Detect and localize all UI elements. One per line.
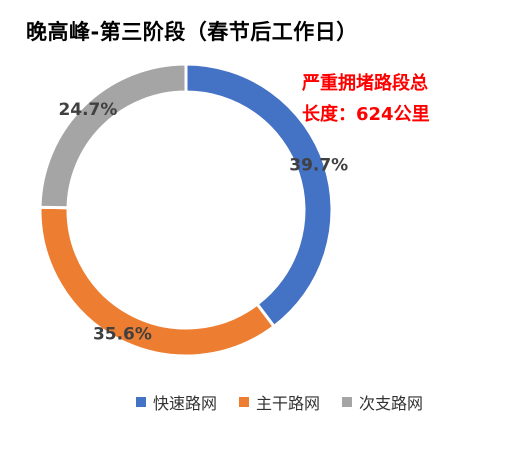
legend-swatch-expressway: [136, 397, 146, 407]
legend: 快速路网 主干路网 次支路网: [136, 390, 423, 414]
data-labels: 39.7% 35.6% 24.7%: [58, 100, 348, 345]
legend-item-arterial: 主干路网: [239, 390, 320, 414]
label-expressway: 39.7%: [289, 155, 348, 175]
label-arterial: 35.6%: [93, 325, 152, 345]
legend-item-minor: 次支路网: [342, 390, 423, 414]
annotation-line-2: 长度：624公里: [302, 104, 430, 125]
legend-label-expressway: 快速路网: [153, 394, 218, 413]
legend-label-minor: 次支路网: [359, 394, 424, 413]
slice-arterial: [38, 205, 277, 358]
donut-slices: [38, 62, 334, 358]
annotation: 严重拥堵路段总 长度：624公里: [302, 68, 430, 130]
slice-minor: [38, 62, 188, 210]
chart-title: 晚高峰-第三阶段（春节后工作日）: [26, 20, 358, 44]
legend-swatch-minor: [342, 397, 353, 407]
label-minor: 24.7%: [58, 100, 117, 120]
legend-label-arterial: 主干路网: [256, 394, 321, 413]
legend-item-expressway: 快速路网: [136, 390, 217, 414]
annotation-line-1: 严重拥堵路段总: [302, 73, 428, 94]
legend-swatch-arterial: [239, 397, 250, 407]
